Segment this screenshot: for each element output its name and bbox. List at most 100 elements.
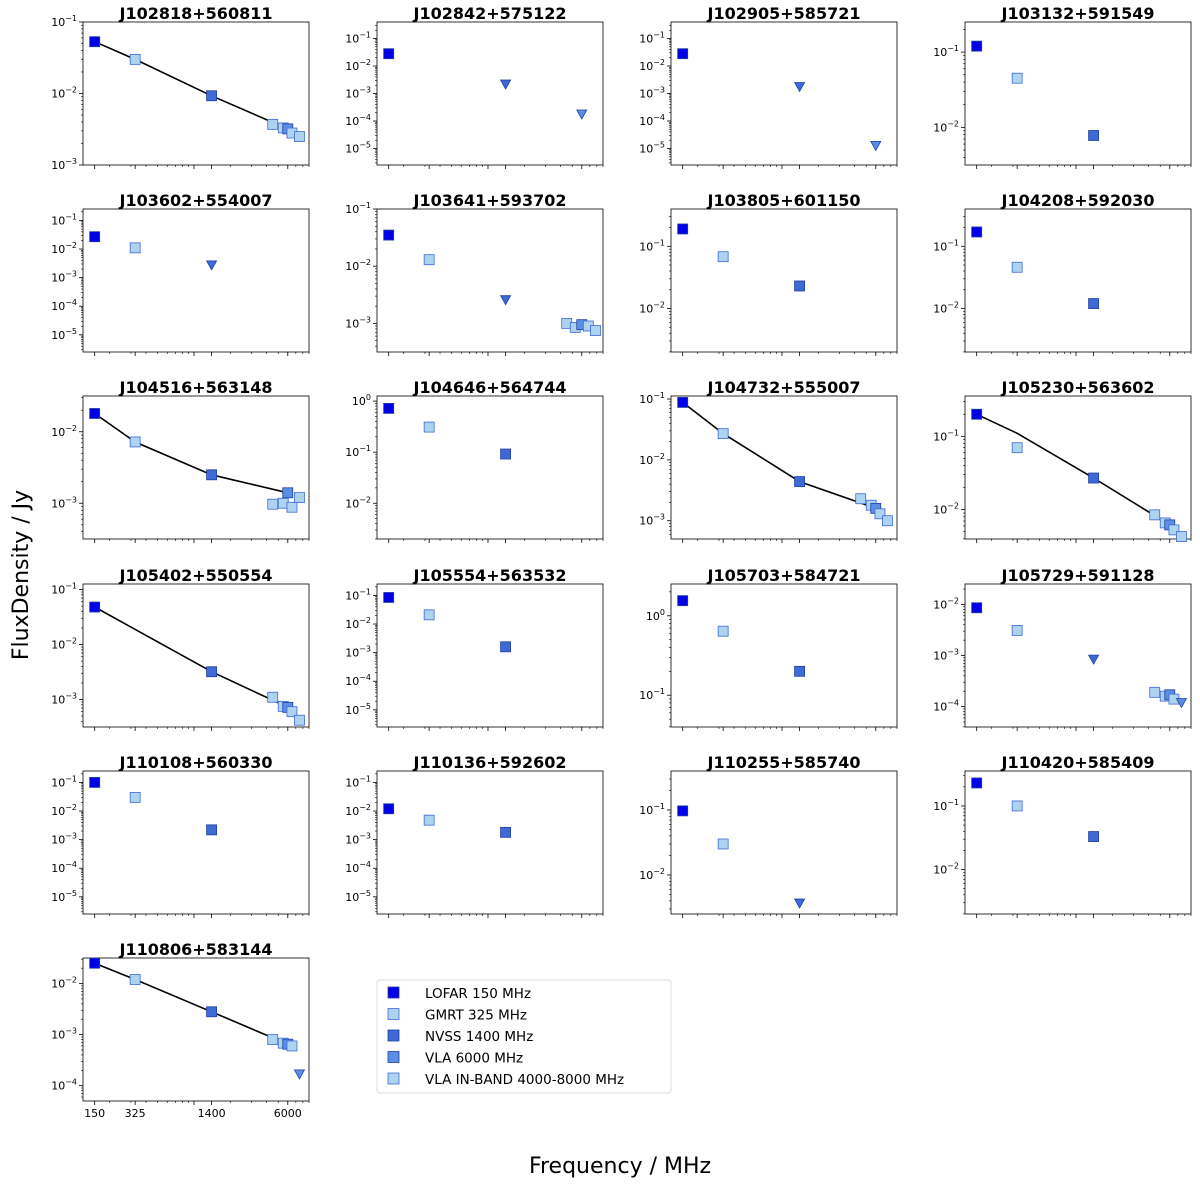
y-tick-base: 10 xyxy=(933,864,947,877)
data-point-lofar xyxy=(677,48,689,60)
legend-marker-gmrt xyxy=(387,1008,400,1020)
y-tick-base: 10 xyxy=(345,675,359,688)
y-tick-base: 10 xyxy=(345,805,359,818)
y-tick-exponent: −4 xyxy=(359,113,371,122)
y-tick-base: 10 xyxy=(51,497,65,510)
y-tick-label: 10−3 xyxy=(345,645,371,660)
y-tick-exponent: 0 xyxy=(660,608,665,617)
y-tick-exponent: −4 xyxy=(359,860,371,869)
y-tick-label: 10−3 xyxy=(639,86,665,101)
y-tick-label: 10−2 xyxy=(51,976,77,991)
y-tick-label: 10−2 xyxy=(639,58,665,73)
y-tick-base: 10 xyxy=(639,689,653,702)
data-point-lofar xyxy=(677,595,689,607)
y-tick-exponent: −4 xyxy=(65,860,77,869)
y-tick-exponent: −2 xyxy=(65,86,77,95)
y-tick-base: 10 xyxy=(51,1080,65,1093)
legend-label: NVSS 1400 MHz xyxy=(425,1029,533,1045)
y-tick-label: 10−2 xyxy=(51,424,77,439)
y-tick-base: 10 xyxy=(352,395,366,408)
y-tick-exponent: −3 xyxy=(65,692,77,701)
y-tick-base: 10 xyxy=(345,704,359,717)
data-point-lofar xyxy=(971,777,983,789)
data-point-gmrt xyxy=(129,242,141,254)
legend-marker-vla6000 xyxy=(387,1051,400,1063)
y-tick-base: 10 xyxy=(933,430,947,443)
y-tick-label: 10−1 xyxy=(51,212,77,227)
panel-title: J104646+564744 xyxy=(413,378,567,397)
data-point-gmrt xyxy=(129,436,141,448)
y-tick-label: 10−2 xyxy=(639,300,665,315)
y-tick-exponent: −1 xyxy=(65,14,77,23)
y-tick-base: 10 xyxy=(345,589,359,602)
data-point-lofar xyxy=(383,48,395,60)
data-point-gmrt xyxy=(1011,72,1023,84)
y-tick-exponent: −3 xyxy=(359,645,371,654)
y-tick-base: 10 xyxy=(639,454,653,467)
y-tick-base: 10 xyxy=(51,329,65,342)
data-point-vla-inband xyxy=(855,493,867,505)
data-point-nvss xyxy=(206,469,217,481)
y-tick-exponent: −1 xyxy=(359,31,371,40)
panel-title: J110108+560330 xyxy=(119,753,273,772)
y-tick-label: 10−1 xyxy=(639,802,665,817)
y-tick-base: 10 xyxy=(345,891,359,904)
y-tick-base: 10 xyxy=(345,203,359,216)
panel-title: J104208+592030 xyxy=(1001,191,1155,210)
x-tick-label: 150 xyxy=(84,1107,105,1120)
y-tick-label: 10−5 xyxy=(51,327,77,342)
y-tick-label: 10−4 xyxy=(345,113,371,128)
y-tick-label: 10−1 xyxy=(345,201,371,216)
data-point-gmrt xyxy=(1011,442,1023,454)
y-tick-base: 10 xyxy=(933,598,947,611)
y-tick-base: 10 xyxy=(639,143,653,156)
y-tick-label: 10−2 xyxy=(51,637,77,652)
y-tick-label: 10−1 xyxy=(933,44,959,59)
y-tick-exponent: −4 xyxy=(65,298,77,307)
y-tick-exponent: −2 xyxy=(359,616,371,625)
y-tick-label: 10−1 xyxy=(345,444,371,459)
y-tick-label: 10−3 xyxy=(51,692,77,707)
y-tick-base: 10 xyxy=(639,515,653,528)
y-tick-base: 10 xyxy=(639,88,653,101)
y-tick-label: 10−2 xyxy=(933,119,959,134)
data-point-nvss xyxy=(206,824,217,836)
y-tick-exponent: −2 xyxy=(653,452,665,461)
y-tick-exponent: −2 xyxy=(653,867,665,876)
upper-limit-nvss-ul xyxy=(205,260,218,271)
data-point-vla-inband xyxy=(286,501,298,513)
y-tick-base: 10 xyxy=(933,650,947,663)
y-tick-label: 10−3 xyxy=(639,513,665,528)
y-tick-exponent: −1 xyxy=(359,774,371,783)
y-tick-base: 10 xyxy=(51,805,65,818)
plot-frame xyxy=(670,583,898,728)
y-tick-label: 10−4 xyxy=(51,860,77,875)
y-tick-base: 10 xyxy=(51,88,65,101)
y-tick-exponent: −1 xyxy=(359,201,371,210)
y-tick-label: 10−2 xyxy=(933,502,959,517)
y-tick-exponent: −3 xyxy=(653,513,665,522)
y-tick-base: 10 xyxy=(345,115,359,128)
panel-title: J110420+585409 xyxy=(1001,753,1155,772)
y-tick-label: 10−3 xyxy=(51,1027,77,1042)
y-tick-exponent: −3 xyxy=(65,495,77,504)
fit-line xyxy=(94,412,288,494)
y-tick-label: 10−2 xyxy=(51,241,77,256)
x-tick-label: 1400 xyxy=(198,1107,226,1120)
y-tick-exponent: −1 xyxy=(947,44,959,53)
fit-line xyxy=(976,413,1171,526)
y-tick-label: 10−3 xyxy=(51,270,77,285)
y-tick-base: 10 xyxy=(345,260,359,273)
y-tick-label: 10−1 xyxy=(51,582,77,597)
data-point-lofar xyxy=(89,408,101,419)
data-point-gmrt xyxy=(1011,625,1023,636)
y-tick-exponent: −1 xyxy=(359,587,371,596)
panel-title: J105703+584721 xyxy=(707,566,861,585)
